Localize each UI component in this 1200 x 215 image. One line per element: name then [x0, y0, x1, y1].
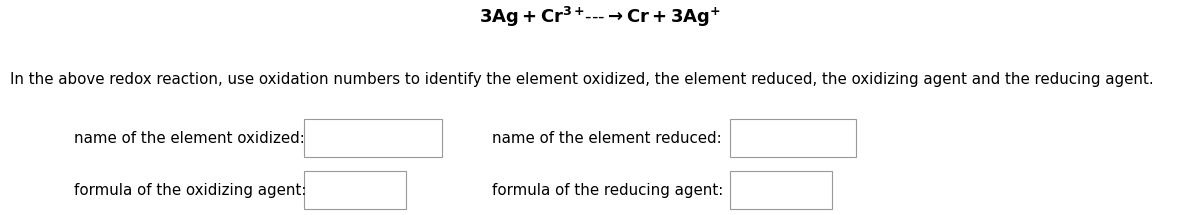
Text: name of the element reduced:: name of the element reduced: — [492, 131, 721, 146]
Bar — [304, 119, 442, 157]
Text: formula of the oxidizing agent:: formula of the oxidizing agent: — [74, 183, 307, 198]
Bar — [730, 171, 832, 209]
Text: formula of the reducing agent:: formula of the reducing agent: — [492, 183, 724, 198]
Bar — [730, 119, 856, 157]
Text: In the above redox reaction, use oxidation numbers to identify the element oxidi: In the above redox reaction, use oxidati… — [10, 72, 1153, 87]
Text: $\mathbf{3Ag + Cr^{3+}\!\text{---}{\rightarrow}Cr + 3Ag^{+}}$: $\mathbf{3Ag + Cr^{3+}\!\text{---}{\righ… — [479, 5, 721, 29]
Bar — [304, 171, 406, 209]
Text: name of the element oxidized:: name of the element oxidized: — [74, 131, 305, 146]
